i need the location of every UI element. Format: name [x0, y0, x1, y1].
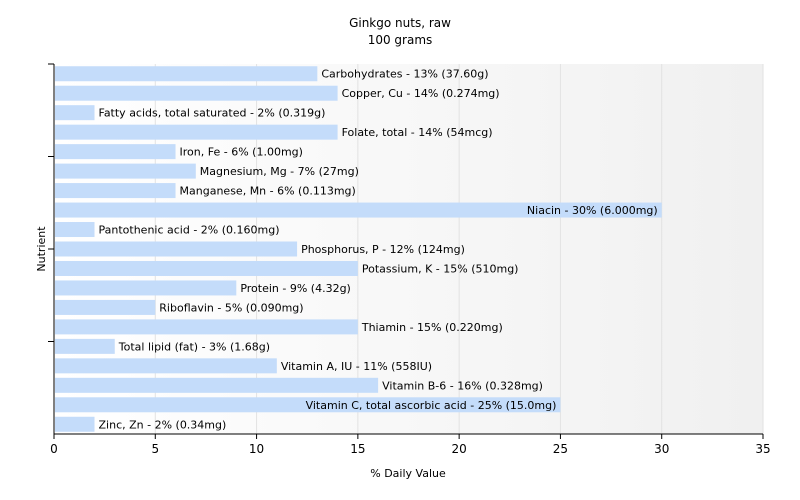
bar-group: Niacin - 30% (6.000mg)	[55, 202, 662, 218]
bar	[55, 319, 358, 335]
bar-label: Zinc, Zn - 2% (0.34mg)	[99, 418, 227, 431]
chart-subtitle: 100 grams	[368, 33, 433, 47]
bar-label: Vitamin C, total ascorbic acid - 25% (15…	[306, 399, 557, 412]
x-tick-label: 15	[350, 442, 365, 456]
bar-group: Vitamin B-6 - 16% (0.328mg)	[55, 377, 543, 393]
y-axis-label: Nutrient	[35, 226, 48, 272]
bar	[55, 105, 95, 121]
bar-group: Copper, Cu - 14% (0.274mg)	[55, 85, 500, 101]
bar-label: Niacin - 30% (6.000mg)	[527, 204, 658, 217]
bar-label: Carbohydrates - 13% (37.60g)	[321, 68, 488, 81]
x-tick-label: 25	[553, 442, 568, 456]
axes	[48, 63, 764, 439]
bar	[55, 358, 277, 374]
bar	[55, 377, 379, 393]
x-tick-label: 0	[50, 442, 58, 456]
bar-label: Magnesium, Mg - 7% (27mg)	[200, 165, 359, 178]
bar-group: Potassium, K - 15% (510mg)	[55, 260, 519, 276]
bar	[55, 66, 318, 82]
x-tick-label: 30	[654, 442, 669, 456]
bar-group: Manganese, Mn - 6% (0.113mg)	[55, 183, 356, 199]
x-tick-label: 10	[249, 442, 264, 456]
x-tick-label: 20	[452, 442, 467, 456]
bar	[55, 416, 95, 432]
x-tick-label: 5	[151, 442, 159, 456]
bar-group: Total lipid (fat) - 3% (1.68g)	[55, 338, 270, 354]
bar-label: Riboflavin - 5% (0.090mg)	[159, 301, 303, 314]
bar	[55, 85, 338, 101]
bar	[55, 338, 115, 354]
bar-group: Folate, total - 14% (54mcg)	[55, 124, 493, 140]
bar-label: Phosphorus, P - 12% (124mg)	[301, 243, 465, 256]
bar-group: Zinc, Zn - 2% (0.34mg)	[55, 416, 227, 432]
bar	[55, 183, 176, 199]
bar-group: Iron, Fe - 6% (1.00mg)	[55, 144, 303, 160]
bar-group: Fatty acids, total saturated - 2% (0.319…	[55, 105, 326, 121]
bar-group: Magnesium, Mg - 7% (27mg)	[55, 163, 359, 179]
bar-label: Total lipid (fat) - 3% (1.68g)	[118, 340, 270, 353]
bar	[55, 280, 237, 296]
bar	[55, 202, 662, 218]
bar	[55, 222, 95, 238]
bar-label: Iron, Fe - 6% (1.00mg)	[180, 146, 303, 159]
bar-group: Vitamin C, total ascorbic acid - 25% (15…	[55, 397, 561, 413]
x-axis-label: % Daily Value	[370, 467, 446, 480]
bar-series: Carbohydrates - 13% (37.60g) Copper, Cu -…	[55, 66, 662, 432]
bar	[55, 397, 561, 413]
bar-group: Phosphorus, P - 12% (124mg)	[55, 241, 465, 257]
bar-group: Pantothenic acid - 2% (0.160mg)	[55, 222, 280, 238]
bar-label: Thiamin - 15% (0.220mg)	[361, 321, 503, 334]
bar	[55, 260, 358, 276]
bar-group: Protein - 9% (4.32g)	[55, 280, 351, 296]
x-tick-label: 35	[755, 442, 770, 456]
bar-label: Copper, Cu - 14% (0.274mg)	[342, 87, 500, 100]
bar	[55, 163, 196, 179]
bar-label: Vitamin A, IU - 11% (558IU)	[281, 360, 432, 373]
x-tick-labels: 0 5 10 15 20 25 30 35	[50, 442, 770, 456]
bar-group: Thiamin - 15% (0.220mg)	[55, 319, 503, 335]
bar	[55, 241, 298, 257]
bar-label: Folate, total - 14% (54mcg)	[342, 126, 493, 139]
bar-label: Protein - 9% (4.32g)	[240, 282, 351, 295]
bar-label: Vitamin B-6 - 16% (0.328mg)	[382, 379, 543, 392]
bar-label: Potassium, K - 15% (510mg)	[362, 262, 519, 275]
bar-group: Vitamin A, IU - 11% (558IU)	[55, 358, 432, 374]
chart-title: Ginkgo nuts, raw	[349, 16, 451, 30]
bar	[55, 124, 338, 140]
bar-group: Riboflavin - 5% (0.090mg)	[55, 299, 304, 315]
bar-label: Pantothenic acid - 2% (0.160mg)	[99, 224, 280, 237]
bar-label: Fatty acids, total saturated - 2% (0.319…	[99, 107, 326, 120]
bar-label: Manganese, Mn - 6% (0.113mg)	[180, 185, 356, 198]
bar	[55, 144, 176, 160]
bar-group: Carbohydrates - 13% (37.60g)	[55, 66, 489, 82]
bar	[55, 299, 156, 315]
